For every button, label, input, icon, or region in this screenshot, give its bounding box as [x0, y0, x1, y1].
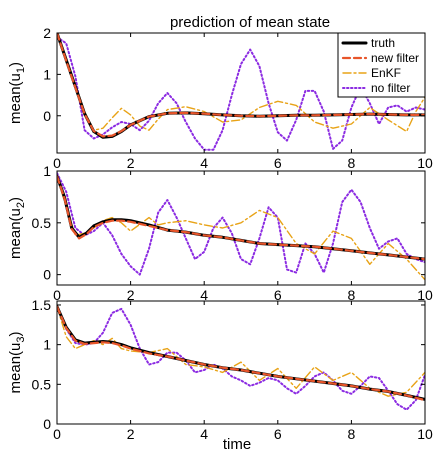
series-line-truth-3	[57, 305, 425, 401]
x-axis-label: time	[223, 436, 251, 453]
y-axis-label-1: mean(u1)	[7, 62, 27, 124]
y-axis-label-subscript: 1	[15, 67, 27, 73]
x-tick-label: 0	[53, 426, 61, 442]
x-tick-label: 10	[417, 287, 433, 303]
x-tick-label: 8	[348, 426, 356, 442]
y-axis-label-close: )	[7, 197, 24, 202]
y-tick-label: 2	[43, 25, 51, 41]
axes-box-2	[56, 170, 426, 286]
x-tick-label: 8	[348, 287, 356, 303]
series-line-new-filter-3	[57, 305, 425, 402]
axes-box-3	[56, 300, 426, 425]
series-group-2	[57, 172, 425, 281]
x-tick-label: 4	[200, 426, 208, 442]
y-tick-label: 0.5	[32, 215, 52, 231]
x-tick-label: 0	[53, 287, 61, 303]
subplot-3: 0 2 4 6 8 10 0 0.5 1 1.5 mean(u3)	[7, 297, 433, 442]
y-tick-label: 1.5	[32, 297, 52, 313]
series-line-new-filter-1	[57, 33, 425, 138]
y-tick-label: 0	[43, 267, 51, 283]
x-tick-label: 4	[200, 287, 208, 303]
x-tick-label: 4	[200, 155, 208, 171]
x-tick-label: 10	[417, 426, 433, 442]
x-tick-label: 2	[127, 155, 135, 171]
x-tick-label: 2	[127, 426, 135, 442]
y-tick-label: 0	[43, 416, 51, 432]
x-tick-label: 6	[274, 287, 282, 303]
y-tick-label: 1	[43, 163, 51, 179]
x-tick-label: 8	[348, 155, 356, 171]
x-tick-label: 2	[127, 287, 135, 303]
legend-label-truth: truth	[371, 36, 395, 50]
y-axis-label-close: )	[7, 332, 24, 337]
y-axis-label-main: mean(u	[7, 343, 24, 394]
legend-label-EnKF: EnKF	[371, 66, 401, 80]
series-group-3	[57, 305, 425, 411]
y-tick-label: 0.5	[32, 376, 52, 392]
chart-title: prediction of mean state	[170, 14, 330, 31]
y-axis-label-2: mean(u2)	[7, 197, 27, 259]
y-axis-label-subscript: 3	[15, 337, 27, 343]
x-tick-label: 6	[274, 426, 282, 442]
series-line-no-filter-2	[57, 172, 425, 276]
y-axis-label-main: mean(u	[7, 208, 24, 259]
y-axis-label-subscript: 2	[15, 202, 27, 208]
y-tick-label: 1	[43, 337, 51, 353]
x-tick-label: 10	[417, 155, 433, 171]
y-axis-label-close: )	[7, 62, 24, 67]
y-tick-label: 0	[43, 108, 51, 124]
y-axis-label-main: mean(u	[7, 73, 24, 124]
y-tick-label: 1	[43, 66, 51, 82]
x-tick-label: 0	[53, 155, 61, 171]
series-line-EnKF-3	[57, 305, 425, 397]
legend-label-no-filter: no filter	[371, 81, 410, 95]
legend-label-new-filter: new filter	[371, 51, 419, 65]
y-axis-label-3: mean(u3)	[7, 332, 27, 394]
series-line-no-filter-3	[57, 305, 425, 411]
series-line-new-filter-2	[57, 175, 425, 261]
x-tick-label: 6	[274, 155, 282, 171]
